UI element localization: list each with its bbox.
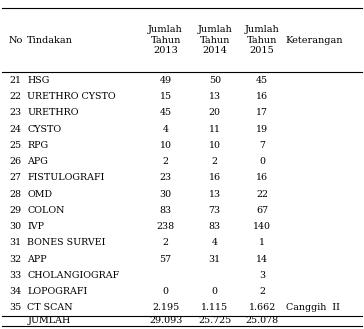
Text: 31: 31: [209, 255, 221, 264]
Text: 29.093: 29.093: [149, 316, 182, 325]
Text: 16: 16: [209, 173, 221, 182]
Text: 33: 33: [9, 271, 21, 280]
Text: 13: 13: [209, 190, 221, 199]
Text: 25.725: 25.725: [198, 316, 232, 325]
Text: 238: 238: [157, 222, 175, 231]
Text: 2: 2: [163, 238, 169, 247]
Text: Jumlah
Tahun
2013: Jumlah Tahun 2013: [148, 25, 183, 55]
Text: Jumlah
Tahun
2014: Jumlah Tahun 2014: [197, 25, 232, 55]
Text: RPG: RPG: [27, 141, 48, 150]
Text: 0: 0: [259, 157, 265, 166]
Text: 83: 83: [209, 222, 221, 231]
Text: 35: 35: [9, 303, 21, 312]
Text: 26: 26: [9, 157, 21, 166]
Text: 32: 32: [9, 255, 21, 264]
Text: Canggih  II: Canggih II: [286, 303, 340, 312]
Text: 2: 2: [212, 157, 218, 166]
Text: 22: 22: [9, 92, 21, 101]
Text: 15: 15: [159, 92, 172, 101]
Text: 14: 14: [256, 255, 268, 264]
Text: 22: 22: [256, 190, 268, 199]
Text: 0: 0: [163, 287, 169, 296]
Text: 30: 30: [159, 190, 172, 199]
Text: HSG: HSG: [27, 76, 50, 85]
Text: 28: 28: [9, 190, 21, 199]
Text: 3: 3: [259, 271, 265, 280]
Text: Tindakan: Tindakan: [27, 36, 73, 45]
Text: URETHRO: URETHRO: [27, 109, 79, 117]
Text: 23: 23: [159, 173, 172, 182]
Text: 45: 45: [159, 109, 172, 117]
Text: 16: 16: [256, 173, 268, 182]
Text: 2: 2: [163, 157, 169, 166]
Text: 29: 29: [9, 206, 21, 215]
Text: 0: 0: [212, 287, 218, 296]
Text: FISTULOGRAFI: FISTULOGRAFI: [27, 173, 105, 182]
Text: 10: 10: [209, 141, 221, 150]
Text: 13: 13: [209, 92, 221, 101]
Text: 19: 19: [256, 125, 268, 134]
Text: CYSTO: CYSTO: [27, 125, 62, 134]
Text: 50: 50: [209, 76, 221, 85]
Text: 45: 45: [256, 76, 268, 85]
Text: LOPOGRAFI: LOPOGRAFI: [27, 287, 88, 296]
Text: APG: APG: [27, 157, 48, 166]
Text: 2.195: 2.195: [152, 303, 179, 312]
Text: 140: 140: [253, 222, 271, 231]
Text: 57: 57: [159, 255, 172, 264]
Text: 16: 16: [256, 92, 268, 101]
Text: 23: 23: [9, 109, 21, 117]
Text: OMD: OMD: [27, 190, 52, 199]
Text: Keterangan: Keterangan: [286, 36, 343, 45]
Text: COLON: COLON: [27, 206, 65, 215]
Text: 20: 20: [209, 109, 221, 117]
Text: 24: 24: [9, 125, 21, 134]
Text: 30: 30: [9, 222, 21, 231]
Text: 67: 67: [256, 206, 268, 215]
Text: Jumlah
Tahun
2015: Jumlah Tahun 2015: [245, 25, 280, 55]
Text: 1: 1: [259, 238, 265, 247]
Text: 25.078: 25.078: [245, 316, 279, 325]
Text: 10: 10: [160, 141, 171, 150]
Text: 2: 2: [259, 287, 265, 296]
Text: 27: 27: [9, 173, 21, 182]
Text: 1.662: 1.662: [249, 303, 276, 312]
Text: 34: 34: [9, 287, 21, 296]
Text: 25: 25: [9, 141, 21, 150]
Text: No: No: [8, 36, 23, 45]
Text: 1.115: 1.115: [201, 303, 228, 312]
Text: BONES SURVEI: BONES SURVEI: [27, 238, 106, 247]
Text: URETHRO CYSTO: URETHRO CYSTO: [27, 92, 116, 101]
Text: 7: 7: [259, 141, 265, 150]
Text: JUMLAH: JUMLAH: [27, 316, 71, 325]
Text: 17: 17: [256, 109, 268, 117]
Text: APP: APP: [27, 255, 47, 264]
Text: 4: 4: [212, 238, 218, 247]
Text: 11: 11: [209, 125, 221, 134]
Text: CHOLANGIOGRAF: CHOLANGIOGRAF: [27, 271, 119, 280]
Text: 83: 83: [159, 206, 172, 215]
Text: IVP: IVP: [27, 222, 44, 231]
Text: 4: 4: [163, 125, 169, 134]
Text: CT SCAN: CT SCAN: [27, 303, 73, 312]
Text: 21: 21: [9, 76, 21, 85]
Text: 31: 31: [9, 238, 21, 247]
Text: 73: 73: [209, 206, 221, 215]
Text: 49: 49: [159, 76, 172, 85]
